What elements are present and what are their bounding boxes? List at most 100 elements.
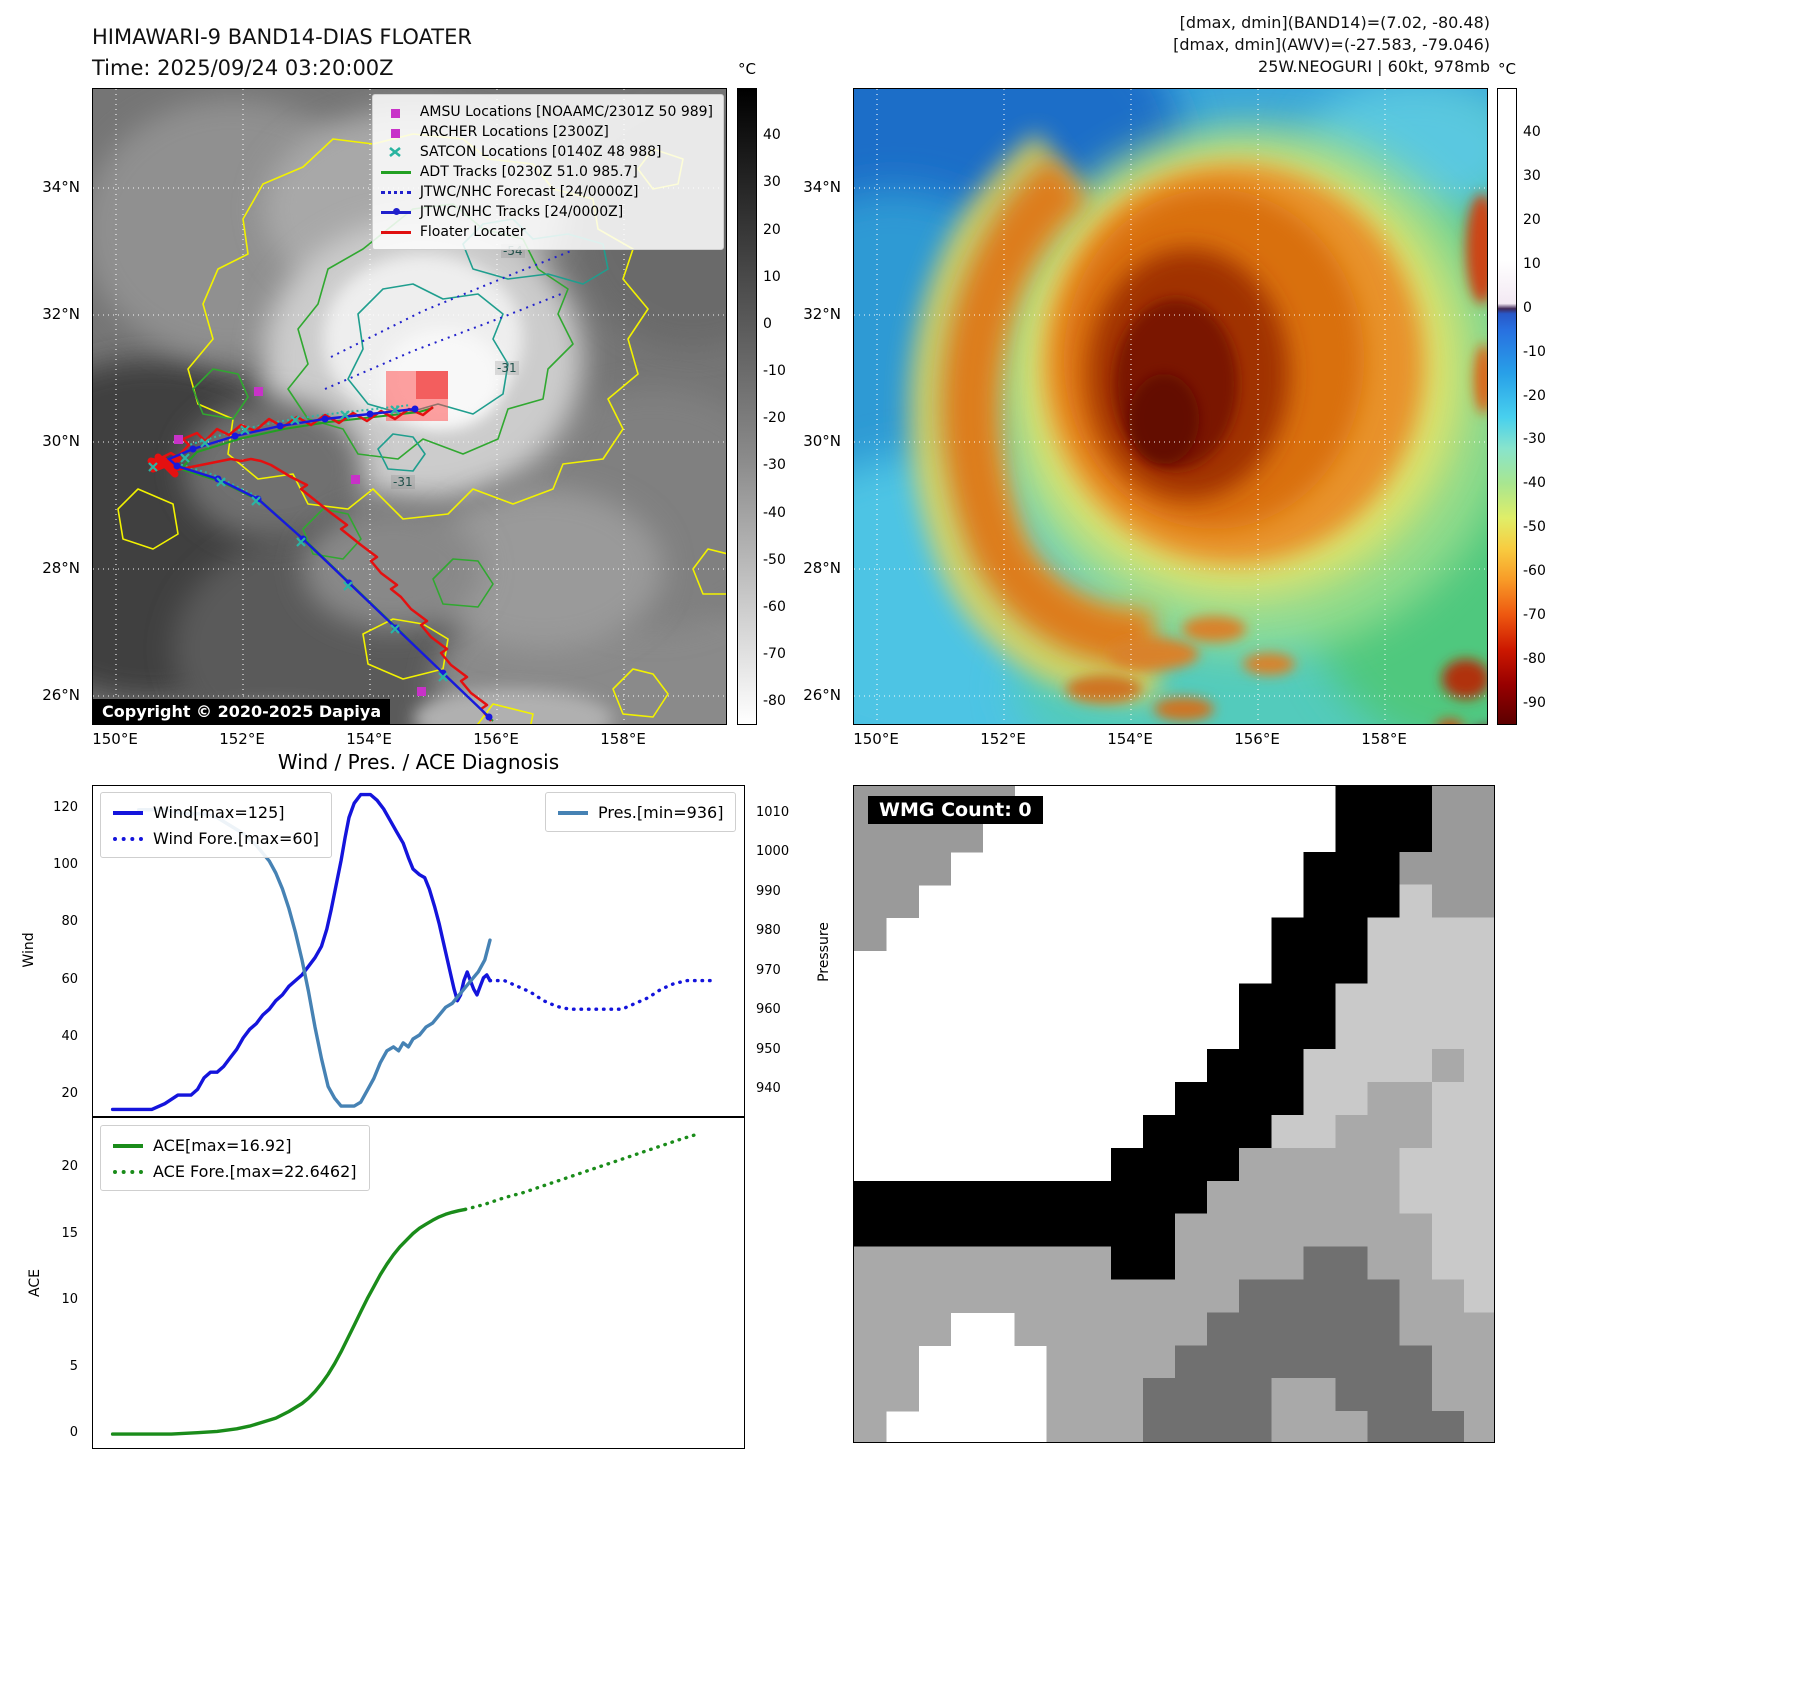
colorbar-tick-label: -60 bbox=[763, 599, 786, 616]
wmg-mask-cell bbox=[1014, 1246, 1048, 1281]
wmg-mask-cell bbox=[1271, 1180, 1304, 1215]
wmg-mask-cell bbox=[1175, 1279, 1208, 1313]
map-legend-label: JTWC/NHC Forecast [24/0000Z] bbox=[419, 184, 639, 200]
wmg-mask-cell bbox=[886, 1312, 919, 1346]
wmg-mask-cell bbox=[854, 1213, 887, 1248]
wmg-mask-cell bbox=[1367, 1378, 1401, 1412]
wmg-mask-cell bbox=[1431, 917, 1465, 952]
wmg-mask-cell bbox=[1399, 884, 1433, 919]
wmg-mask-cell bbox=[1367, 917, 1401, 952]
colorbar-tick-label: 30 bbox=[763, 174, 781, 191]
wmg-mask-cell bbox=[1399, 1147, 1433, 1182]
wmg-mask-cell bbox=[1110, 1411, 1144, 1442]
chart-legend-item: ACE Fore.[max=22.6462] bbox=[113, 1158, 357, 1184]
wmg-mask-cell bbox=[918, 1279, 951, 1313]
contour-label: -31 bbox=[495, 361, 519, 375]
wmg-mask-cell bbox=[1367, 1049, 1401, 1083]
colorbar-tick-label: -60 bbox=[1523, 563, 1546, 580]
wmg-mask-cell bbox=[1014, 1213, 1048, 1248]
wmg-mask-cell bbox=[1110, 1378, 1144, 1412]
graticule bbox=[93, 89, 726, 724]
colorbar-tick-label: -20 bbox=[1523, 387, 1546, 404]
wmg-mask-cell bbox=[1463, 983, 1494, 1017]
wmg-mask-cell bbox=[1014, 1279, 1048, 1313]
colorbar-tick-label: -80 bbox=[763, 693, 786, 710]
chart-legend-label: Wind Fore.[max=60] bbox=[153, 828, 319, 848]
colorbar-tick-label: 40 bbox=[763, 127, 781, 144]
amsu-markers bbox=[174, 387, 426, 696]
wmg-mask-cell bbox=[886, 1180, 919, 1215]
wmg-mask-cell bbox=[950, 1246, 983, 1281]
wmg-mask-cell bbox=[1271, 1246, 1304, 1281]
colorbar-tick-label: 10 bbox=[1523, 255, 1541, 272]
map-legend-item: Floater Locater bbox=[380, 222, 713, 242]
wmg-mask-cell bbox=[1239, 1213, 1272, 1248]
wmg-mask-cell bbox=[1207, 1147, 1240, 1182]
wmg-mask-cell bbox=[1431, 1378, 1465, 1412]
map-legend-item: JTWC/NHC Tracks [24/0000Z] bbox=[380, 202, 713, 222]
wmg-mask-cell bbox=[1207, 1378, 1240, 1412]
line-marker bbox=[380, 165, 411, 179]
wmg-mask-cell bbox=[1207, 1082, 1240, 1116]
wmg-mask-cell bbox=[1175, 1213, 1208, 1248]
wmg-mask-cell bbox=[1110, 1246, 1144, 1281]
wmg-mask-cell bbox=[1399, 1213, 1433, 1248]
wmg-mask-cell bbox=[1303, 1147, 1337, 1182]
wmg-mask-cell bbox=[1431, 1115, 1465, 1149]
colorbar-tick-label: -10 bbox=[763, 363, 786, 380]
wmg-mask-cell bbox=[886, 851, 919, 886]
lat-tick-label: 26°N bbox=[803, 686, 841, 704]
wmg-mask-cell bbox=[950, 818, 983, 853]
wmg-mask-cell bbox=[1367, 1016, 1401, 1050]
lat-tick-label: 26°N bbox=[42, 686, 80, 704]
wmg-mask-cell bbox=[1367, 983, 1401, 1017]
chart-legend-label: Wind[max=125] bbox=[153, 802, 285, 822]
wmg-mask-cell bbox=[1175, 1115, 1208, 1149]
wmg-mask-cell bbox=[1431, 1279, 1465, 1313]
ace-axis-label: ACE bbox=[27, 1269, 43, 1297]
dmax-dmin-band14: [dmax, dmin](BAND14)=(7.02, -80.48) bbox=[1179, 13, 1490, 32]
chart-legend-label: Pres.[min=936] bbox=[598, 802, 724, 822]
wmg-mask-cell bbox=[1367, 1411, 1401, 1442]
wmg-mask-cell bbox=[1431, 1016, 1465, 1050]
colorbar-tick-label: -70 bbox=[1523, 607, 1546, 624]
band14-colorbar-unit: °C bbox=[738, 60, 756, 78]
band14-map-legend: AMSU Locations [NOAAMC/2301Z 50 989] ARCH… bbox=[371, 94, 724, 250]
wmg-mask-cell bbox=[1399, 1279, 1433, 1313]
wmg-mask-cell bbox=[1239, 1312, 1272, 1346]
wmg-mask-cell bbox=[1463, 1049, 1494, 1083]
wmg-mask-cell bbox=[1399, 917, 1433, 952]
wmg-mask-cell bbox=[1399, 851, 1433, 886]
wmg-mask-cell bbox=[1367, 1345, 1401, 1379]
wmg-mask-cell bbox=[1175, 1246, 1208, 1281]
wmg-mask-cell bbox=[1271, 1016, 1304, 1050]
floater-patch-core bbox=[416, 371, 448, 399]
series-ACE[max=16.92] bbox=[110, 1207, 467, 1436]
line-marker bbox=[558, 805, 588, 819]
square-marker bbox=[381, 125, 411, 139]
wmg-mask-cell bbox=[854, 1180, 887, 1215]
wmg-mask-cell bbox=[1431, 1411, 1465, 1442]
colorbar-tick-label: -80 bbox=[1523, 651, 1546, 668]
wmg-mask-cell bbox=[1046, 1279, 1080, 1313]
wmg-mask-cell bbox=[854, 818, 887, 853]
wmg-mask-cell bbox=[1078, 1312, 1112, 1346]
wmg-mask-cell bbox=[1335, 1411, 1369, 1442]
colorbar-tick-label: -90 bbox=[1523, 695, 1546, 712]
y-tick-label: 960 bbox=[756, 1002, 781, 1018]
awv-lon-axis: 150°E 152°E 154°E 156°E 158°E bbox=[853, 729, 1488, 751]
wmg-mask-cell bbox=[1335, 1246, 1369, 1281]
wmg-mask-cell bbox=[1303, 1049, 1337, 1083]
wmg-mask-cell bbox=[1367, 1213, 1401, 1248]
chart-legend-item: Pres.[min=936] bbox=[558, 799, 723, 825]
map-legend-item: SATCON Locations [0140Z 48 988] bbox=[381, 142, 713, 162]
lon-tick-label: 158°E bbox=[1361, 730, 1407, 748]
wmg-mask-cell bbox=[1303, 917, 1337, 952]
wmg-mask-cell bbox=[1046, 1213, 1080, 1248]
contour-label: -31 bbox=[391, 475, 415, 489]
y-tick-label: 940 bbox=[756, 1081, 781, 1097]
series-Wind Fore.[max=60] bbox=[488, 978, 716, 1011]
lon-tick-label: 152°E bbox=[980, 730, 1026, 748]
wmg-mask-cell bbox=[1239, 1016, 1272, 1050]
band14-colorbar-ticks: 40 30 20 10 0 -10 -20 -30 -40 -50 -60 -70 -80 bbox=[763, 88, 803, 725]
